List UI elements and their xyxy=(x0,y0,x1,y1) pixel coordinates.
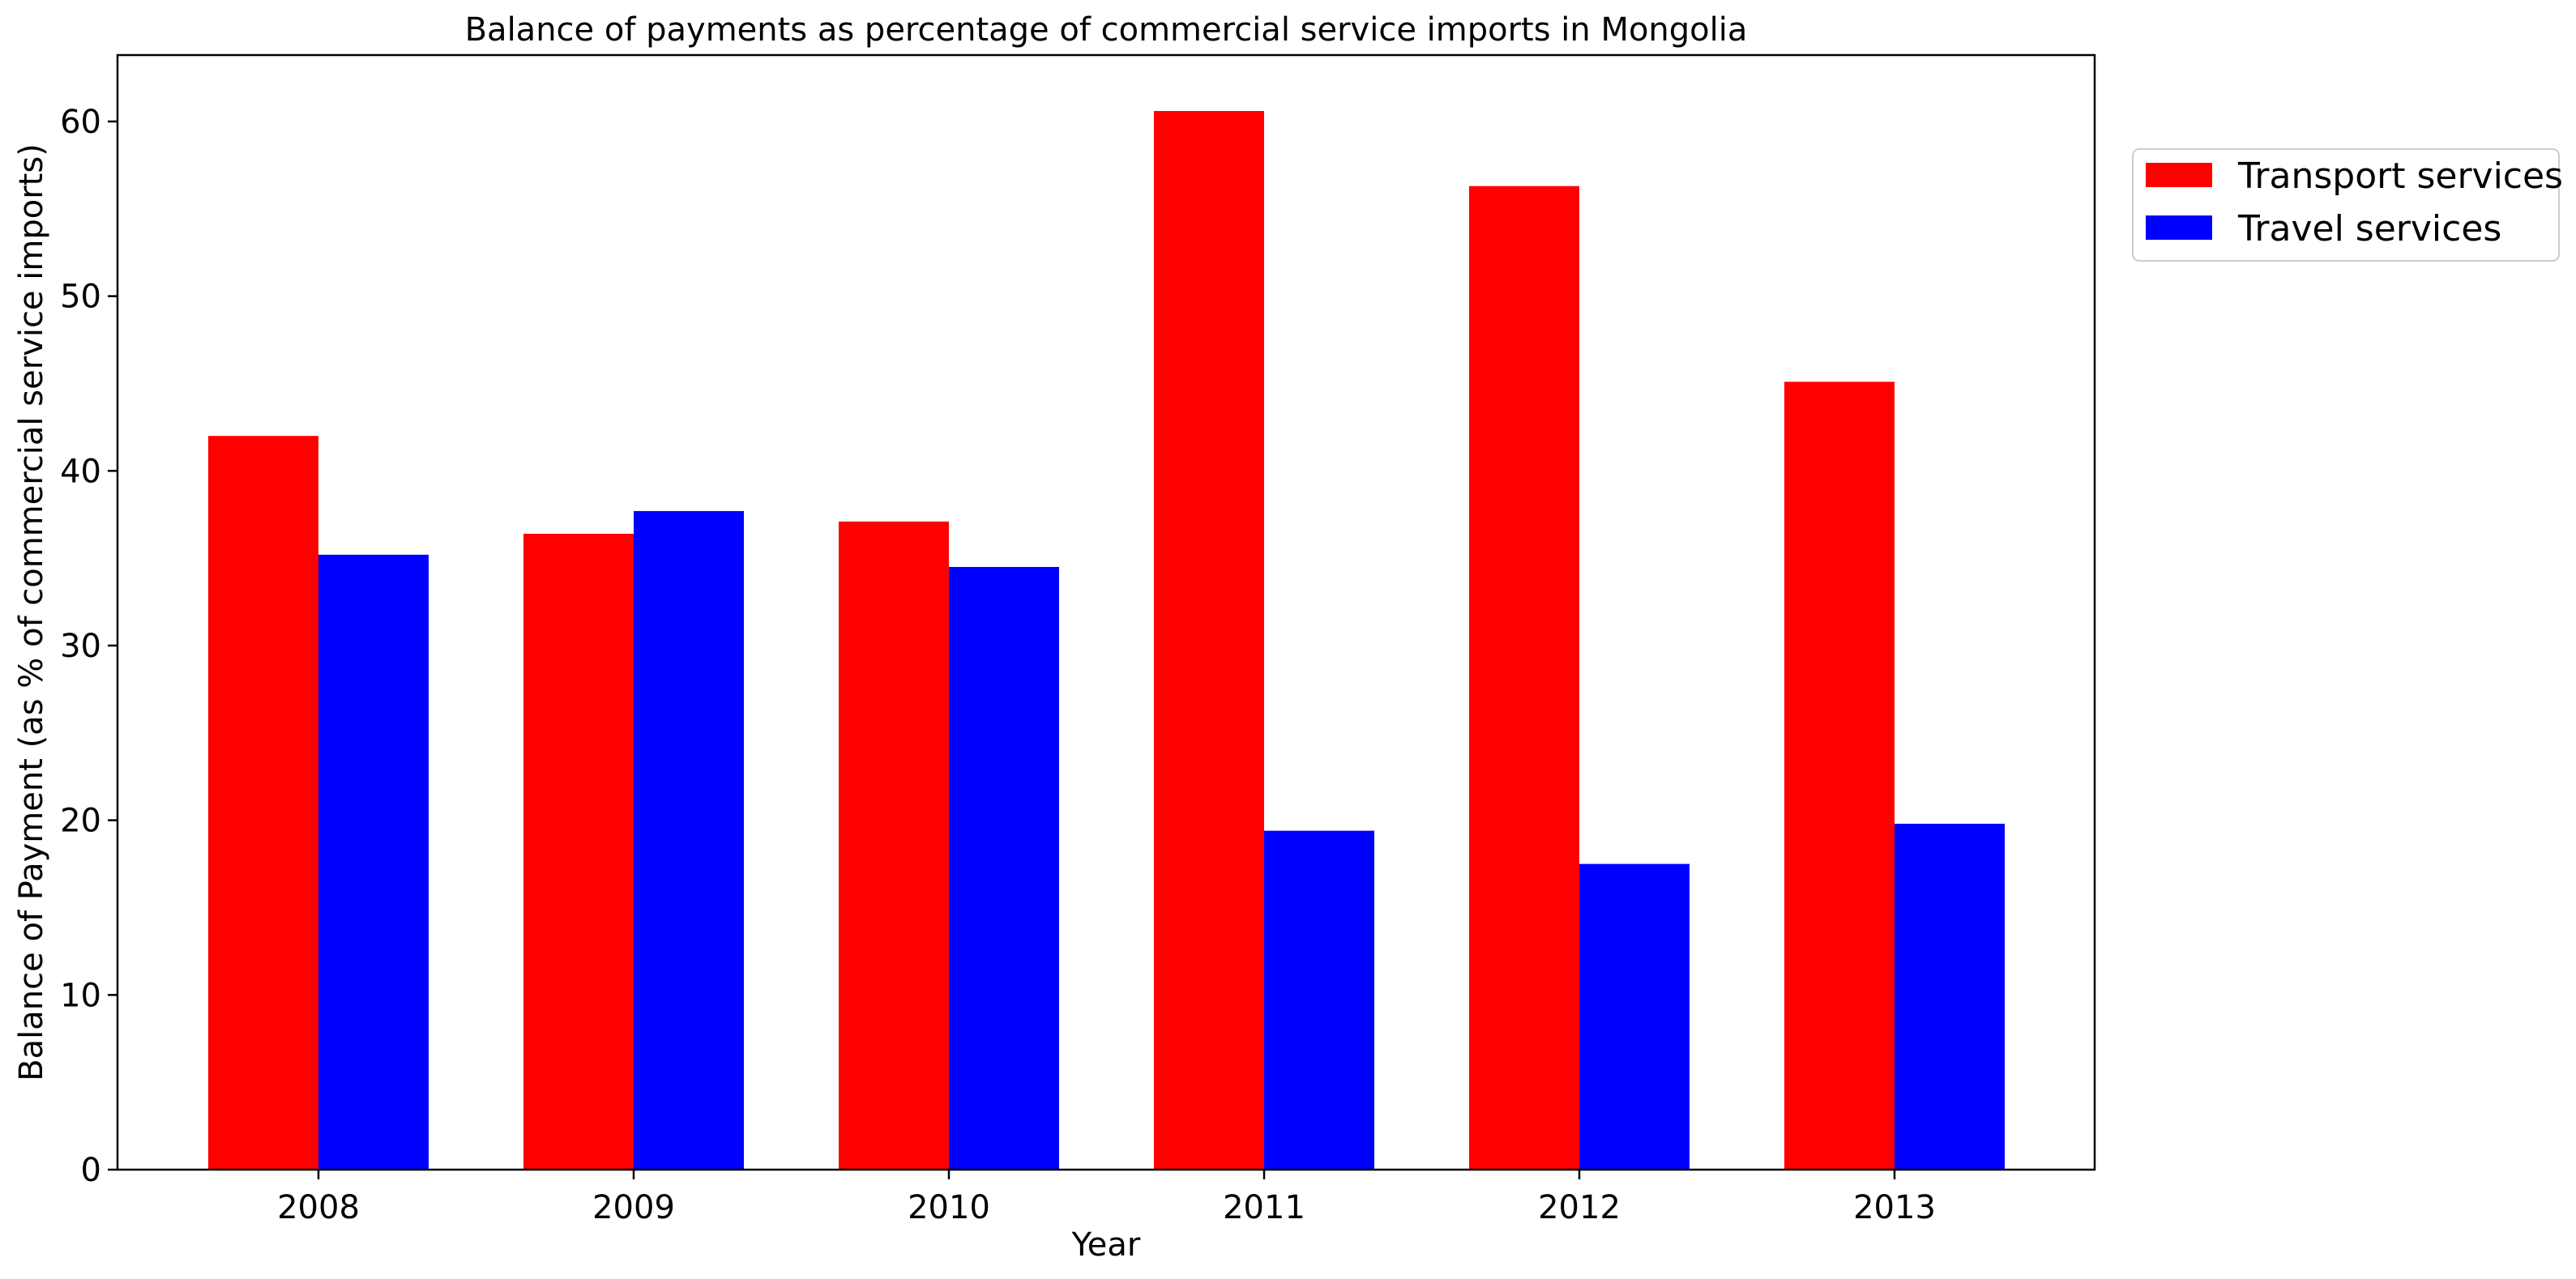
y-tick-label-0: 0 xyxy=(81,1152,101,1189)
x-axis-ticks: 2008 2009 2010 2011 2012 2013 xyxy=(277,1170,1936,1226)
bar-transport-services-2010 xyxy=(839,521,949,1170)
plot-area-frame xyxy=(116,53,2096,1171)
x-tick-label-2012: 2012 xyxy=(1538,1189,1621,1226)
chart-title: Balance of payments as percentage of com… xyxy=(465,11,1748,49)
bar-travel-services-2008 xyxy=(318,554,429,1170)
x-tick-label-2010: 2010 xyxy=(908,1189,990,1226)
y-tick-label-30: 30 xyxy=(60,628,101,665)
bar-transport-services-2008 xyxy=(208,436,318,1170)
y-axis-ticks: 0 10 20 30 40 50 60 xyxy=(60,104,117,1189)
bar-travel-services-2012 xyxy=(1579,863,1690,1170)
bar-transport-services-2012 xyxy=(1469,185,1579,1170)
y-tick-label-10: 10 xyxy=(60,977,101,1014)
bar-transport-services-2011 xyxy=(1154,111,1264,1170)
bar-transport-services-2013 xyxy=(1784,382,1895,1170)
legend-swatch-transport xyxy=(2146,163,2212,187)
bar-travel-services-2010 xyxy=(949,566,1059,1170)
y-axis-title: Balance of Payment (as % of commercial s… xyxy=(13,143,50,1081)
legend-frame xyxy=(2132,148,2560,262)
y-tick-label-60: 60 xyxy=(60,104,101,141)
bar-travel-services-2009 xyxy=(634,510,744,1170)
legend: Transport services Travel services xyxy=(2132,148,2563,262)
bar-transport-services-2009 xyxy=(523,533,634,1170)
y-tick-label-40: 40 xyxy=(60,453,101,490)
legend-label-travel: Travel services xyxy=(2237,208,2501,249)
bars-group xyxy=(208,111,2005,1170)
x-tick-label-2011: 2011 xyxy=(1223,1189,1305,1226)
y-tick-label-20: 20 xyxy=(60,803,101,840)
bar-travel-services-2013 xyxy=(1895,823,2005,1170)
x-tick-label-2008: 2008 xyxy=(277,1189,360,1226)
y-tick-label-50: 50 xyxy=(60,279,101,316)
legend-label-transport: Transport services xyxy=(2237,156,2563,197)
bar-travel-services-2011 xyxy=(1264,830,1374,1170)
x-tick-label-2013: 2013 xyxy=(1853,1189,1936,1226)
x-axis-title: Year xyxy=(1071,1226,1141,1264)
legend-swatch-travel xyxy=(2146,215,2212,240)
x-tick-label-2009: 2009 xyxy=(592,1189,675,1226)
